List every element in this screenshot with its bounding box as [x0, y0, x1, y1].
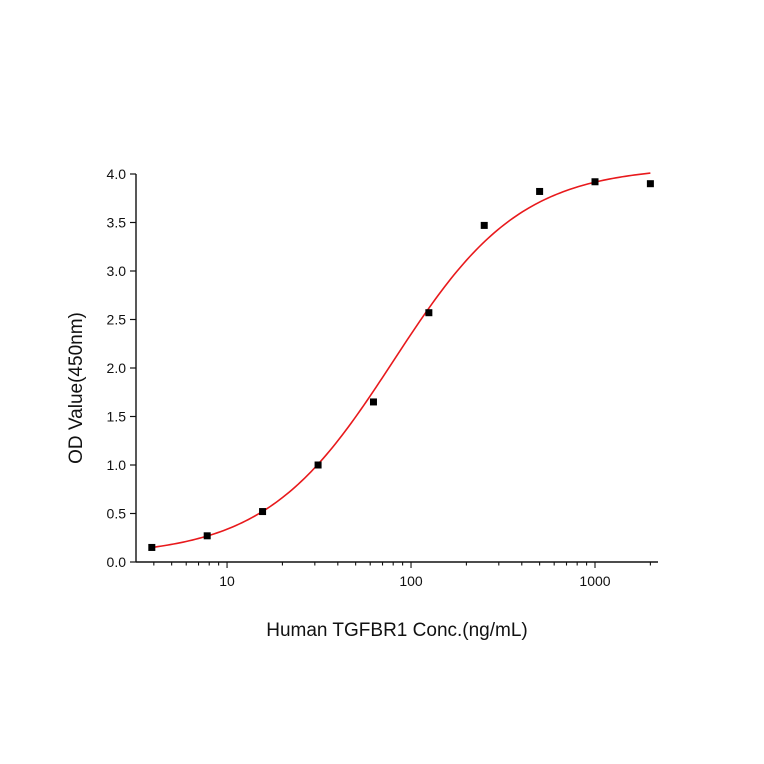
x-tick-label: 1000 [579, 573, 610, 589]
x-tick-label: 100 [399, 573, 423, 589]
y-ticks: 0.0 0.5 1.0 1.5 2.0 2.5 3.0 3.5 4.0 [107, 166, 136, 570]
x-ticks: 10 100 1000 [153, 562, 651, 589]
y-tick-label: 3.5 [107, 215, 127, 231]
y-axis-label: OD Value(450nm) [66, 312, 87, 464]
x-tick-label: 10 [219, 573, 235, 589]
y-tick-label: 0.5 [107, 506, 127, 522]
data-point [646, 180, 654, 188]
fit-curve [151, 172, 651, 549]
data-points [148, 178, 654, 551]
data-point [203, 532, 211, 540]
data-point [480, 221, 488, 229]
data-point [259, 508, 267, 516]
y-tick-label: 2.0 [107, 360, 127, 376]
data-point [369, 398, 377, 406]
y-tick-label: 3.0 [107, 263, 127, 279]
data-point [314, 461, 322, 469]
data-point [148, 543, 156, 551]
y-tick-label: 2.5 [107, 312, 127, 328]
data-point [425, 309, 433, 317]
y-tick-label: 0.0 [107, 554, 127, 570]
data-point [536, 187, 544, 195]
y-tick-label: 4.0 [107, 166, 127, 182]
y-tick-label: 1.5 [107, 409, 127, 425]
axes [135, 174, 658, 563]
y-tick-label: 1.0 [107, 457, 127, 473]
data-point [591, 178, 599, 186]
x-axis-label: Human TGFBR1 Conc.(ng/mL) [266, 620, 528, 641]
